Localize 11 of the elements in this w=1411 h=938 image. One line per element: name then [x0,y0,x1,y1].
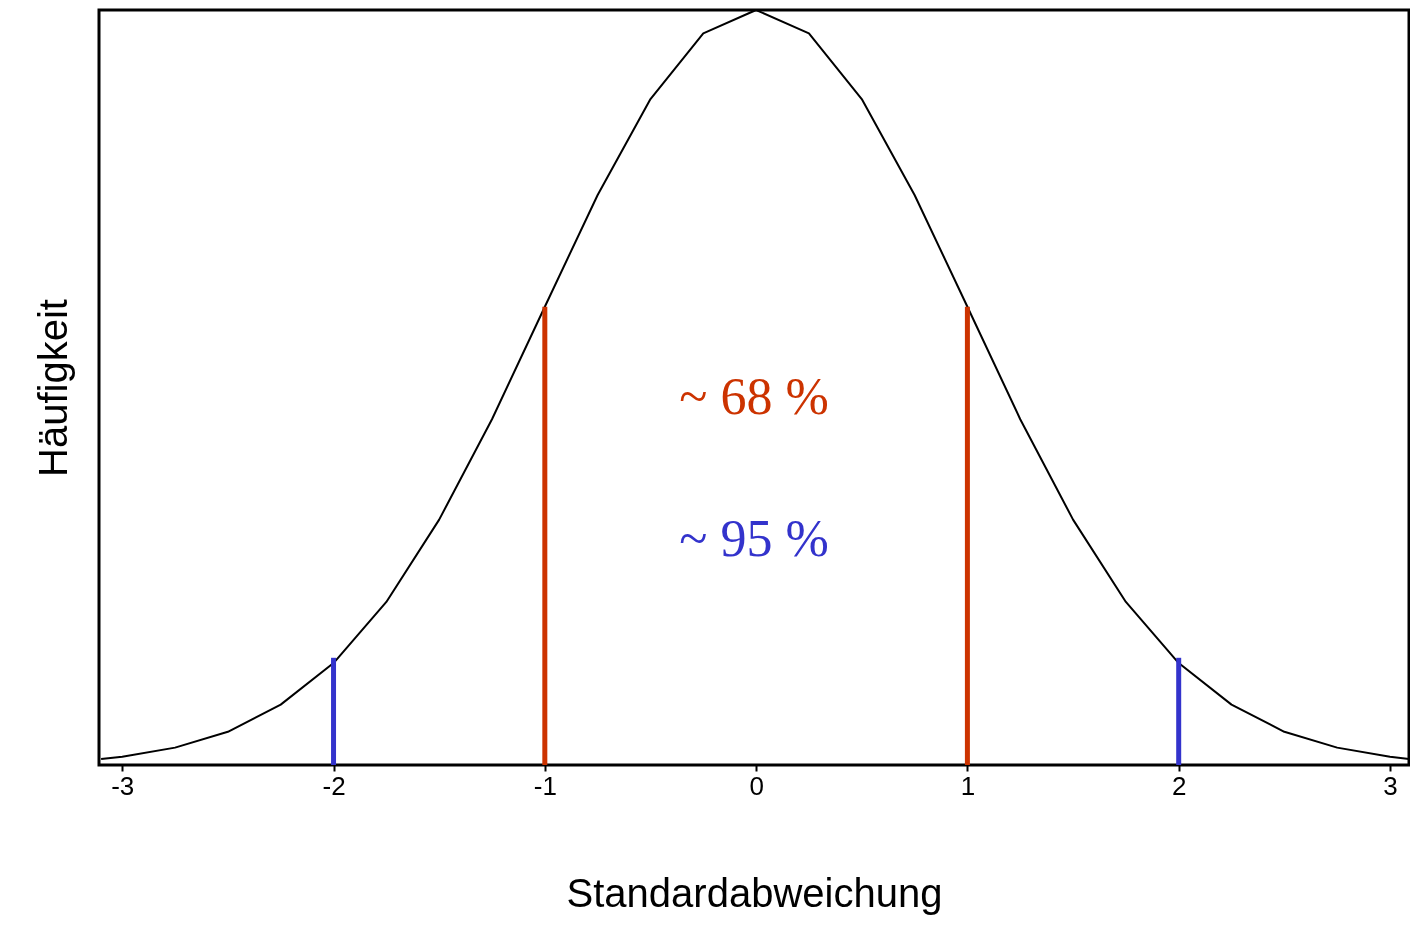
x-tick-label: -2 [322,770,346,801]
annotation: ~ 68 % [679,368,829,425]
x-tick-label: 1 [960,770,976,801]
y-axis-title: Häufigkeit [30,299,75,477]
x-tick-label: -3 [111,770,135,801]
x-axis-title: Standardabweichung [566,870,943,915]
x-tick-label: 2 [1171,770,1187,801]
annotation: ~ 95 % [679,510,829,567]
x-tick-label: 0 [749,770,764,801]
x-tick-label: -1 [533,770,557,801]
x-tick-label: 3 [1383,770,1398,801]
